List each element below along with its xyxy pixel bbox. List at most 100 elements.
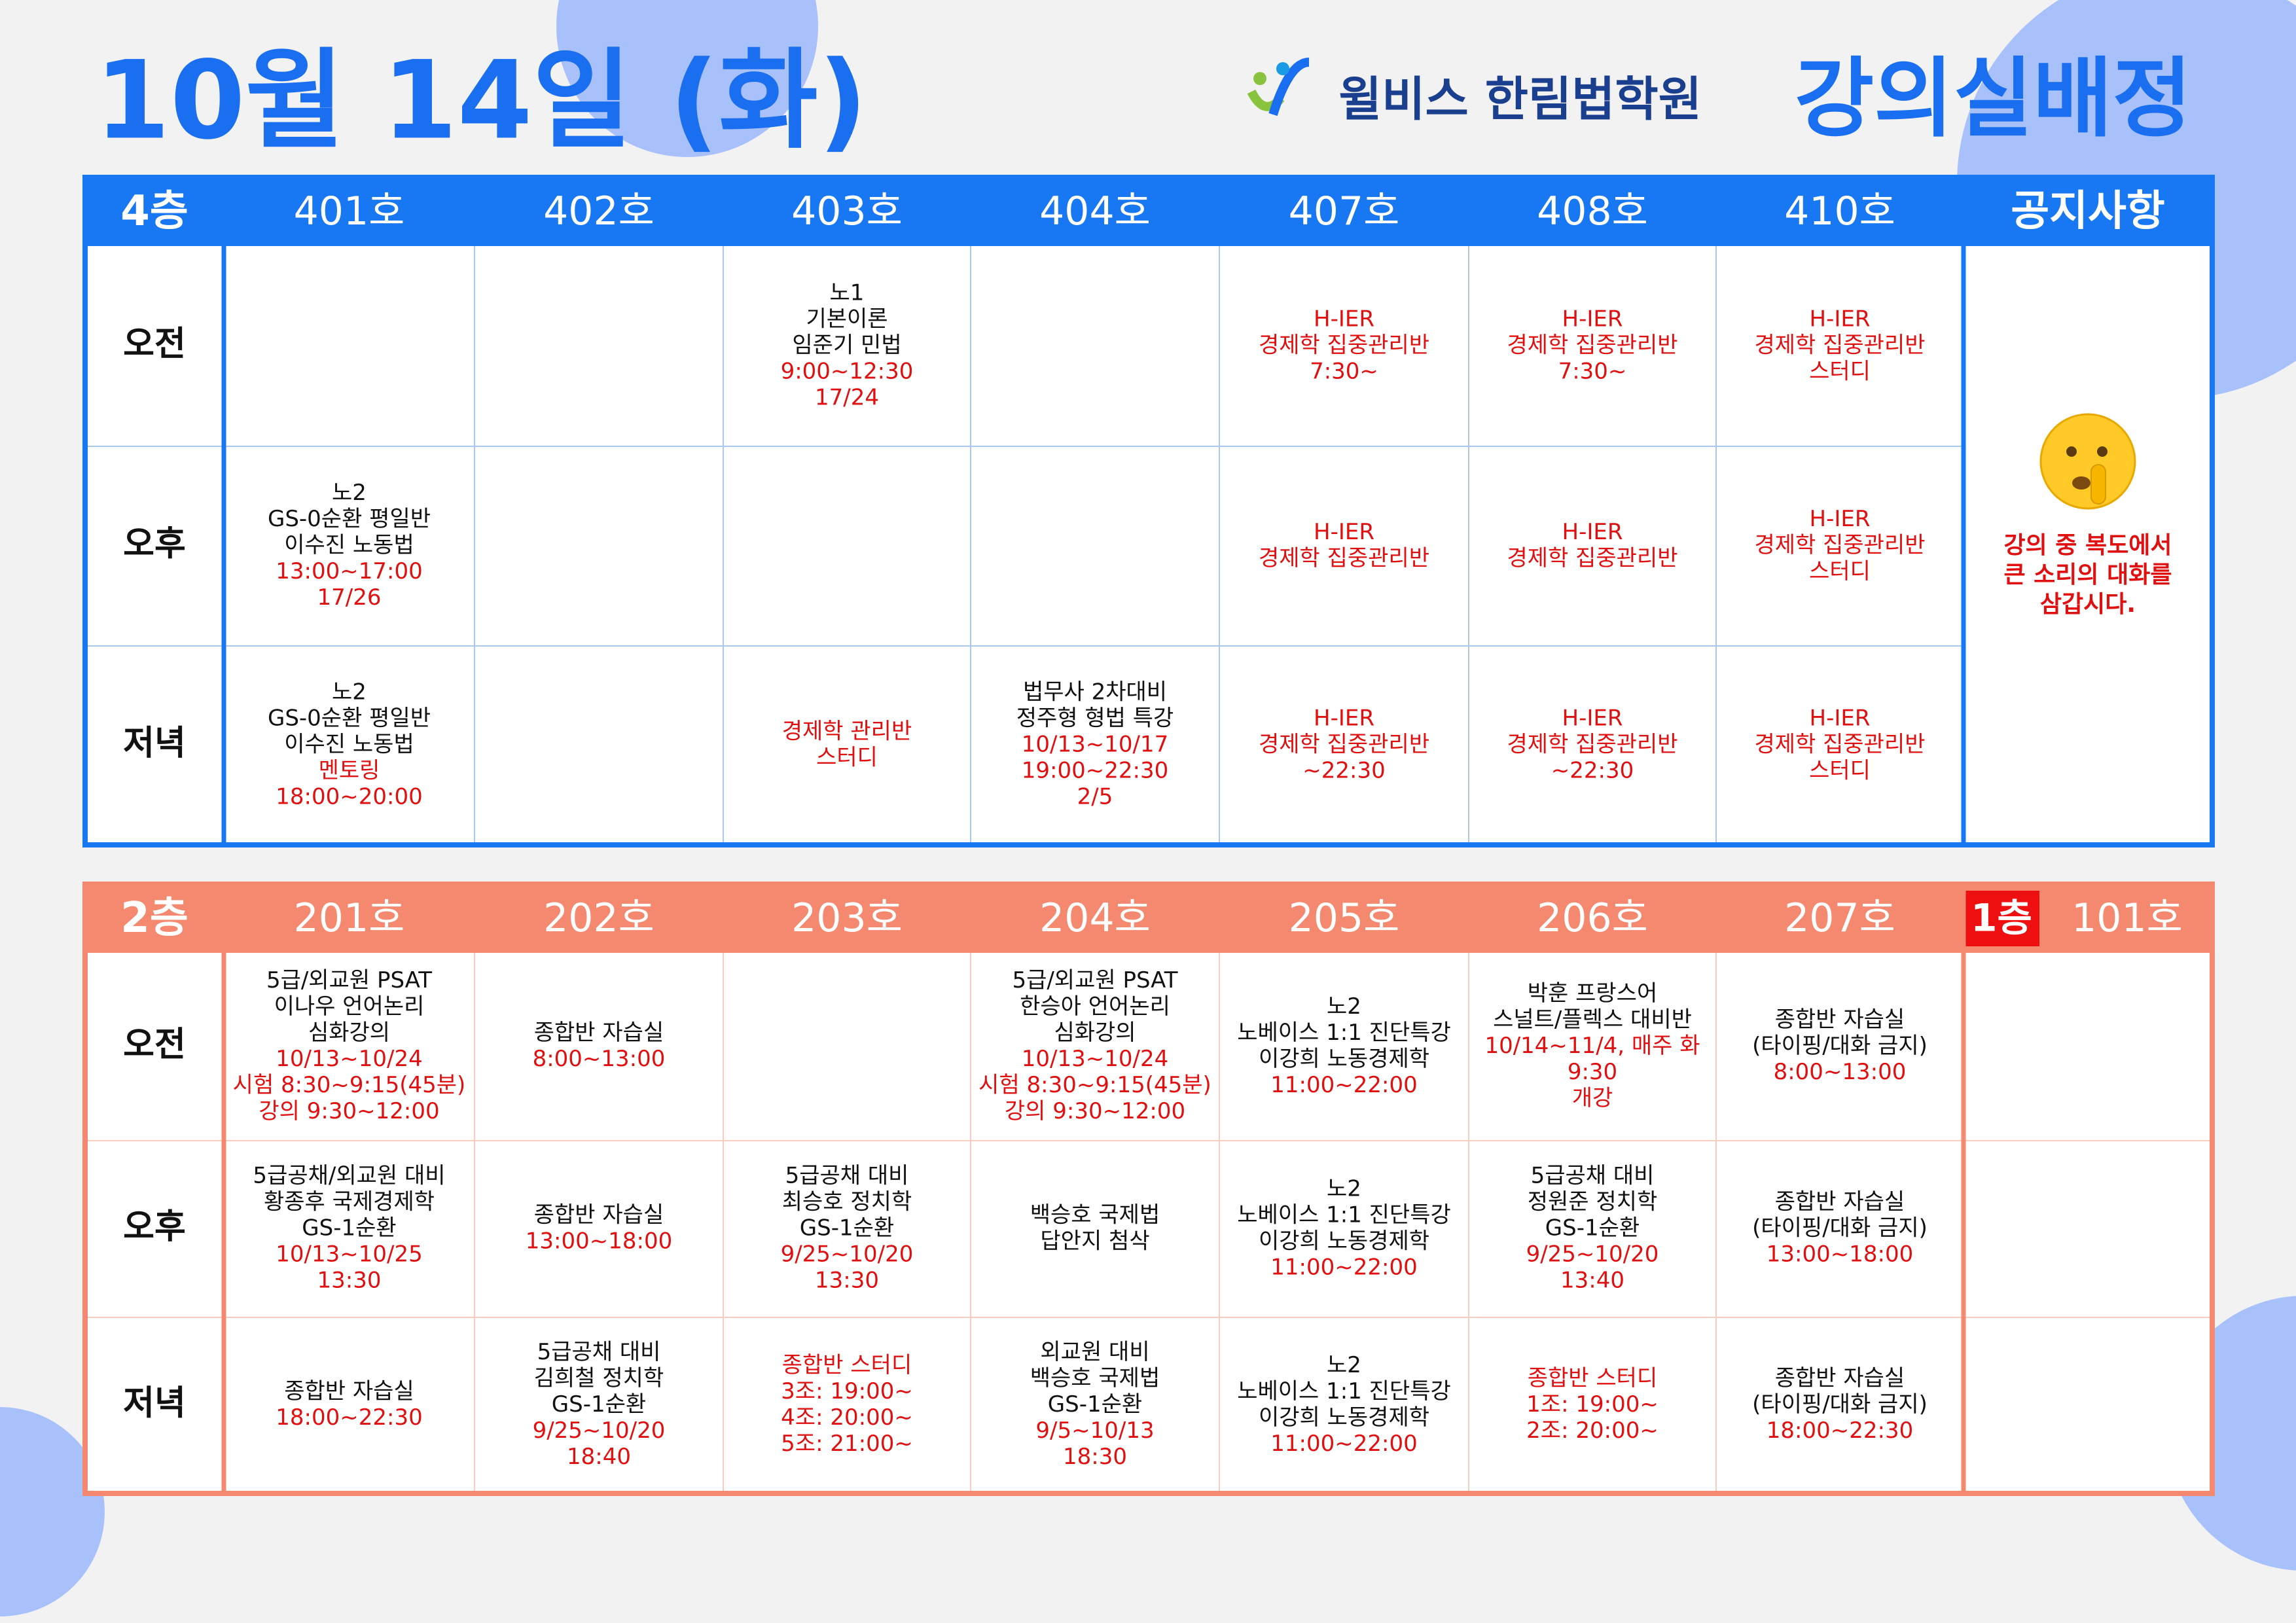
- cell-text: 노2: [1327, 993, 1361, 1020]
- cell-text: H-IER: [1810, 506, 1871, 532]
- notice-emoji-eye: [2097, 446, 2108, 457]
- cell-text: 9:00~12:30: [781, 359, 914, 385]
- room-label: 101호: [2072, 895, 2183, 941]
- cell-text: 박훈 프랑스어: [1528, 980, 1658, 1007]
- cell-text: H-IER: [1314, 306, 1374, 332]
- cell-text: (타이핑/대화 금지): [1752, 1391, 1928, 1418]
- floor-label: 4층: [120, 187, 188, 236]
- cell-text: 기본이론: [806, 306, 888, 332]
- page-title: 10월 14일 (화): [95, 37, 867, 163]
- decor-circle: [556, 0, 818, 157]
- cell-text: H-IER: [1314, 705, 1374, 732]
- cell-text: 스널트/플렉스 대비반: [1493, 1007, 1692, 1033]
- cell-text: 13:40: [1560, 1268, 1624, 1294]
- cell-text: 7:30~: [1558, 359, 1627, 385]
- cell-text: 노2: [332, 679, 367, 705]
- room-label: 404호: [1039, 188, 1151, 234]
- floor1-badge: [1964, 891, 2039, 946]
- cell-text: 노1: [830, 280, 865, 306]
- cell-text: 경제학 집중관리반: [1754, 732, 1925, 758]
- cell-text: 5급공채 대비: [1531, 1163, 1655, 1189]
- table-header: [85, 884, 2212, 953]
- cell-text: 10/13~10/25: [276, 1241, 422, 1268]
- room-label: 401호: [294, 188, 405, 234]
- cell-text: (타이핑/대화 금지): [1752, 1215, 1928, 1241]
- cell-text: H-IER: [1562, 306, 1623, 332]
- cell-text: 종합반 스터디: [1528, 1365, 1658, 1391]
- cell-text: 경제학 집중관리반: [1507, 732, 1677, 758]
- cell-text: 강의 9:30~12:00: [1005, 1098, 1185, 1124]
- table-header: [85, 177, 2212, 246]
- room-label: 403호: [791, 188, 903, 234]
- cell-text: 18:40: [567, 1444, 631, 1470]
- cell-text: 13:00~18:00: [526, 1228, 672, 1255]
- cell-text: ~22:30: [1302, 758, 1385, 784]
- room-label: 205호: [1289, 895, 1400, 941]
- cell-text: 종합반 자습실: [284, 1378, 414, 1404]
- cell-text: 한승아 언어논리: [1020, 993, 1170, 1020]
- cell-text: 4조: 20:00~: [781, 1404, 913, 1431]
- cell-text: 종합반 스터디: [782, 1352, 912, 1378]
- cell-text: 경제학 집중관리반: [1259, 545, 1429, 571]
- cell-text: 18:00~20:00: [276, 784, 422, 810]
- cell-text: 종합반 자습실: [534, 1020, 664, 1046]
- cell-text: GS-0순환 평일반: [268, 705, 431, 732]
- cell-text: 멘토링: [319, 758, 380, 784]
- cell-text: 5조: 21:00~: [781, 1431, 913, 1457]
- notice-text: 강의 중 복도에서: [2004, 532, 2172, 559]
- notice-emoji-eye: [2066, 446, 2077, 457]
- cell-text: 10/13~10/24: [1022, 1046, 1168, 1072]
- cell-text: 이나우 언어논리: [274, 993, 425, 1020]
- cell-text: 18:00~22:30: [1767, 1418, 1913, 1444]
- cell-text: 심화강의: [1054, 1020, 1136, 1046]
- notice-emoji-mouth: [2072, 476, 2090, 490]
- room-label: 407호: [1289, 188, 1400, 234]
- cell-text: GS-1순환: [552, 1391, 646, 1418]
- room-label: 410호: [1784, 188, 1895, 234]
- cell-text: 이수진 노동법: [284, 732, 414, 758]
- cell-text: 노2: [332, 480, 367, 506]
- table-body: [85, 177, 2212, 845]
- table-border: [82, 882, 2215, 1496]
- section-heading: 강의실배정: [1795, 48, 2192, 149]
- cell-text: 2/5: [1077, 784, 1113, 810]
- period-label: 오후: [123, 1207, 186, 1247]
- cell-text: 1조: 19:00~: [1526, 1391, 1659, 1418]
- cell-text: 경제학 집중관리반: [1259, 332, 1429, 359]
- cell-text: 노베이스 1:1 진단특강: [1237, 1378, 1451, 1404]
- cell-text: 9:30: [1568, 1059, 1617, 1085]
- cell-text: 10/13~10/17: [1022, 732, 1168, 758]
- room-label: 402호: [543, 188, 655, 234]
- logo-icon: [1247, 58, 1310, 116]
- cell-text: 이강희 노동경제학: [1259, 1228, 1429, 1255]
- cell-text: 답안지 첨삭: [1040, 1228, 1149, 1255]
- cell-text: 이강희 노동경제학: [1259, 1404, 1429, 1431]
- cell-text: 5급공채 대비: [785, 1163, 909, 1189]
- cell-text: 시험 8:30~9:15(45분): [233, 1072, 466, 1098]
- cell-text: 2조: 20:00~: [1526, 1418, 1659, 1444]
- cell-text: 노베이스 1:1 진단특강: [1237, 1020, 1451, 1046]
- cell-text: 법무사 2차대비: [1023, 679, 1167, 705]
- period-label: 오전: [123, 325, 186, 364]
- cell-text: 이수진 노동법: [284, 532, 414, 558]
- cell-text: 9/25~10/20: [781, 1241, 914, 1268]
- cell-text: 8:00~13:00: [533, 1046, 666, 1072]
- cell-text: 경제학 집중관리반: [1259, 732, 1429, 758]
- cell-text: 19:00~22:30: [1022, 758, 1168, 784]
- cell-text: GS-1순환: [302, 1215, 396, 1241]
- cell-text: 17/24: [815, 385, 879, 411]
- cell-text: 심화강의: [308, 1020, 390, 1046]
- decor-circle: [0, 1407, 105, 1616]
- cell-text: 김희철 정치학: [534, 1365, 664, 1391]
- cell-text: GS-1순환: [1545, 1215, 1640, 1241]
- cell-text: 황종후 국제경제학: [264, 1189, 435, 1215]
- cell-text: ~22:30: [1551, 758, 1634, 784]
- cell-text: 11:00~22:00: [1270, 1431, 1417, 1457]
- table-body: [85, 884, 2212, 1493]
- logo-text: 윌비스 한림법학원: [1338, 72, 1702, 127]
- cell-text: 13:30: [815, 1268, 879, 1294]
- cell-text: GS-1순환: [1048, 1391, 1142, 1418]
- cell-text: 노2: [1327, 1176, 1361, 1202]
- cell-text: 18:00~22:30: [276, 1404, 422, 1431]
